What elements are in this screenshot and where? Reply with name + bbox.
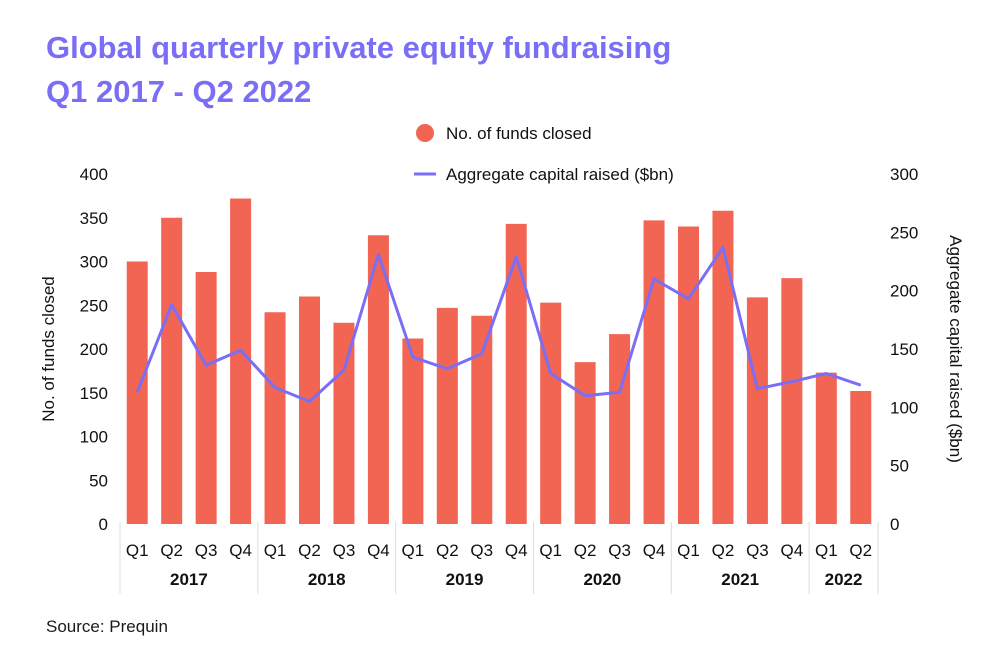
x-tick-label: Q2: [712, 541, 735, 560]
y-axis-title-right: Aggregate capital raised ($bn): [946, 235, 965, 463]
x-tick-label: Q3: [470, 541, 493, 560]
year-label: 2022: [825, 570, 863, 589]
bar: [471, 315, 493, 524]
x-tick-label: Q4: [505, 541, 528, 560]
x-tick-label: Q3: [195, 541, 218, 560]
bar: [264, 312, 286, 524]
year-label: 2019: [446, 570, 484, 589]
x-tick-label: Q1: [677, 541, 700, 560]
x-tick-label: Q3: [608, 541, 631, 560]
y-tick-label-left: 0: [99, 515, 108, 534]
y-tick-label-left: 200: [80, 340, 108, 359]
bar: [781, 278, 803, 524]
bar: [367, 235, 389, 524]
legend-label-bars: No. of funds closed: [446, 124, 592, 143]
y-tick-label-right: 200: [890, 282, 918, 301]
x-tick-label: Q1: [815, 541, 838, 560]
x-tick-label: Q1: [126, 541, 149, 560]
x-tick-label: Q1: [264, 541, 287, 560]
bar: [678, 226, 699, 524]
x-tick-label: Q2: [574, 541, 597, 560]
y-tick-label-right: 0: [890, 515, 899, 534]
x-tick-label: Q1: [402, 541, 425, 560]
bar: [505, 223, 527, 524]
y-tick-label-left: 150: [80, 384, 108, 403]
y-tick-label-right: 50: [890, 457, 909, 476]
y-tick-label-right: 300: [890, 165, 918, 184]
chart-title-line2: Q1 2017 - Q2 2022: [46, 74, 312, 109]
bar: [643, 220, 665, 524]
y-tick-label-left: 250: [80, 296, 108, 315]
bar: [540, 302, 562, 524]
x-tick-label: Q2: [436, 541, 459, 560]
bar: [333, 322, 355, 524]
bar: [161, 217, 183, 524]
y-tick-label-left: 350: [80, 209, 108, 228]
bar: [815, 372, 837, 524]
bar: [195, 272, 217, 524]
x-tick-label: Q2: [849, 541, 872, 560]
x-tick-label: Q3: [333, 541, 356, 560]
y-tick-label-left: 50: [89, 471, 108, 490]
bar: [712, 210, 734, 524]
x-tick-label: Q4: [643, 541, 666, 560]
chart-title-line1: Global quarterly private equity fundrais…: [46, 30, 672, 65]
bar: [746, 297, 768, 524]
y-tick-label-left: 300: [80, 253, 108, 272]
bar: [402, 338, 424, 524]
year-label: 2017: [170, 570, 208, 589]
legend-label-line: Aggregate capital raised ($bn): [446, 165, 674, 184]
year-label: 2020: [583, 570, 621, 589]
bar: [126, 261, 148, 524]
legend-marker-bars: [416, 124, 434, 142]
x-tick-label: Q4: [781, 541, 804, 560]
x-tick-label: Q3: [746, 541, 769, 560]
y-tick-label-left: 100: [80, 428, 108, 447]
x-tick-label: Q4: [229, 541, 252, 560]
year-label: 2018: [308, 570, 346, 589]
y-axis-title-left: No. of funds closed: [39, 276, 58, 422]
y-tick-label-right: 150: [890, 340, 918, 359]
year-label: 2021: [721, 570, 759, 589]
source-note: Source: Prequin: [46, 617, 168, 636]
bar: [609, 334, 631, 524]
bar: [436, 307, 458, 524]
x-tick-label: Q4: [367, 541, 390, 560]
x-tick-label: Q1: [539, 541, 562, 560]
y-tick-label-right: 100: [890, 398, 918, 417]
chart-title: Global quarterly private equity fundrais…: [46, 26, 946, 114]
bar: [574, 362, 596, 524]
y-tick-label-right: 250: [890, 223, 918, 242]
bar: [850, 391, 872, 524]
capital-line: [135, 246, 862, 403]
bar: [299, 296, 320, 524]
y-tick-label-left: 400: [80, 165, 108, 184]
bar: [230, 198, 252, 524]
x-tick-label: Q2: [160, 541, 183, 560]
x-tick-label: Q2: [298, 541, 321, 560]
